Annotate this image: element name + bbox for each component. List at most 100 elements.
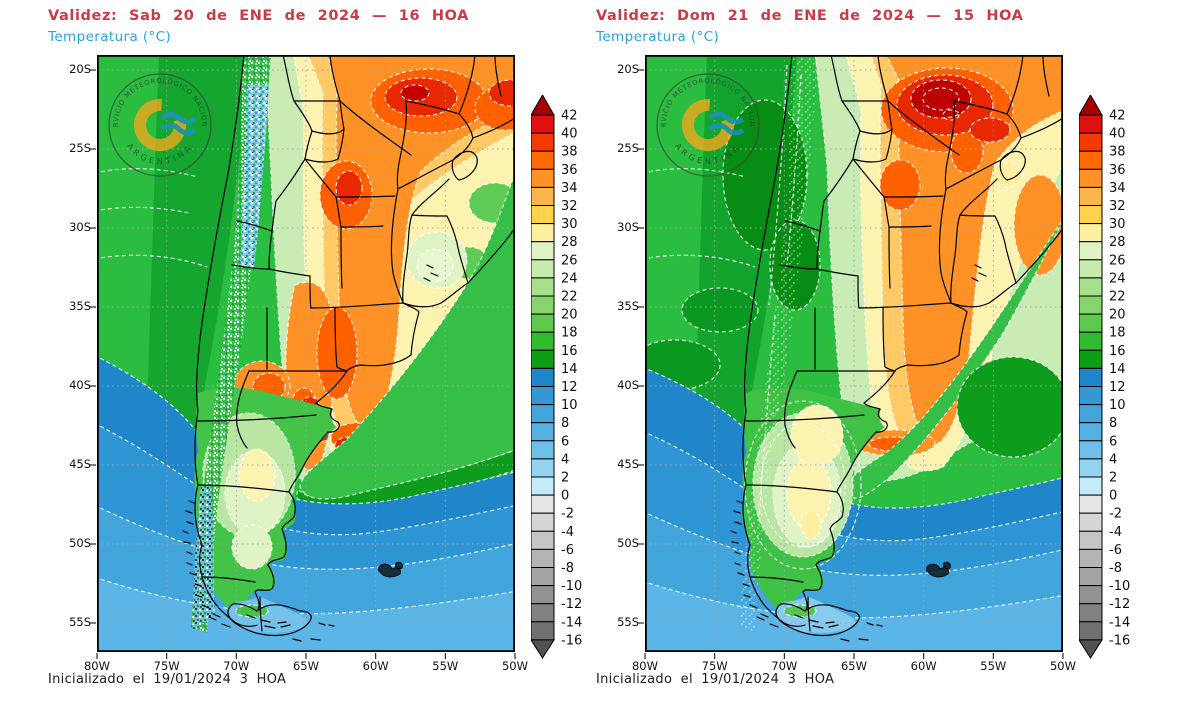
lat-tick-label: 50S (617, 536, 639, 550)
colorbar-label: -14 (1109, 615, 1130, 630)
temperature-map-svg: SERVICIO METEOROLÓGICO NACIONAL ARGENTIN… (90, 54, 516, 659)
colorbar-label: 28 (561, 235, 578, 250)
colorbar-label: 28 (1109, 235, 1126, 250)
colorbar-label: -16 (1109, 633, 1130, 648)
colorbar-arrow-bottom (530, 639, 555, 659)
colorbar-label: 14 (561, 362, 578, 377)
colorbar-label: -8 (1109, 561, 1122, 576)
lat-tick-label: 45S (69, 457, 91, 471)
colorbar-label: 10 (561, 398, 578, 413)
lon-tick-label: 65W (840, 659, 867, 673)
colorbar-label: 2 (561, 471, 569, 486)
colorbar-label: -2 (561, 507, 574, 522)
colorbar-cell (1078, 386, 1103, 406)
lon-tick-label: 60W (362, 659, 389, 673)
lat-tick-label: 20S (617, 62, 639, 76)
lon-tick-label: 55W (980, 659, 1007, 673)
colorbar-cell (1078, 585, 1103, 605)
lat-tick-label: 25S (617, 141, 639, 155)
smn-logo: SERVICIO METEOROLÓGICO NACIONAL ARGENTIN… (656, 73, 760, 177)
colorbar-cell (1078, 603, 1103, 623)
colorbar-label: 26 (1109, 253, 1126, 268)
colorbar-label: 30 (561, 217, 578, 232)
colorbar-label: 2 (1109, 471, 1117, 486)
validity-title: Validez: Sab 20 de ENE de 2024 — 16 HOA (48, 8, 469, 24)
colorbar-label: 36 (1109, 163, 1126, 178)
colorbar-label: 38 (1109, 145, 1126, 160)
colorbar-label: 34 (1109, 181, 1126, 196)
colorbar-label: -16 (561, 633, 582, 648)
colorbar-scale: 424038363432302826242220181614121086420-… (530, 93, 582, 659)
colorbar-label: 6 (561, 434, 569, 449)
colorbar-cell (1078, 168, 1103, 188)
colorbar-cell (1078, 313, 1103, 333)
temperature-colorbar: 42 40 38 36 34 32 30 28 26 24 22 20 18 16 14 12 10 8 6 4 2 0-… (1078, 93, 1157, 670)
colorbar-label: 36 (561, 163, 578, 178)
colorbar-label: 4 (1109, 452, 1117, 467)
lon-tick-label: 75W (701, 659, 728, 673)
lat-tick-label: 20S (69, 62, 91, 76)
colorbar-label: 20 (1109, 308, 1126, 323)
lat-tick-label: 35S (617, 299, 639, 313)
colorbar-label: 22 (1109, 290, 1126, 305)
lat-tick-label: 40S (69, 378, 91, 392)
colorbar-label: 14 (1109, 362, 1126, 377)
colorbar-cell (1078, 223, 1103, 243)
colorbar-cell (1078, 530, 1103, 550)
colorbar-label: 22 (561, 290, 578, 305)
colorbar-cell (1078, 349, 1103, 369)
colorbar-label: 24 (561, 271, 578, 286)
lon-tick-label: 75W (153, 659, 180, 673)
colorbar-cell (1078, 132, 1103, 152)
validity-title: Validez: Dom 21 de ENE de 2024 — 15 HOA (596, 8, 1024, 24)
lon-tick-label: 55W (432, 659, 459, 673)
colorbar-label: 18 (1109, 326, 1126, 341)
colorbar-cell (1078, 241, 1103, 261)
forecast-panel-saturday: Validez: Sab 20 de ENE de 2024 — 16 HOA … (48, 8, 582, 687)
colorbar-label: 42 (561, 109, 578, 124)
colorbar-cell (1078, 476, 1103, 496)
colorbar-label: -4 (1109, 525, 1122, 540)
colorbar-arrow-top (1078, 93, 1103, 116)
colorbar-label: 8 (561, 416, 569, 431)
lon-tick-label: 70W (771, 659, 798, 673)
colorbar-label: 16 (561, 344, 578, 359)
colorbar-label: -8 (561, 561, 574, 576)
colorbar-label: 40 (1109, 127, 1126, 142)
init-footer: Inicializado el 19/01/2024 3 HOA (596, 672, 835, 687)
colorbar-label: 30 (1109, 217, 1126, 232)
colorbar-label: 40 (561, 127, 578, 142)
colorbar-label: 32 (1109, 199, 1126, 214)
variable-subtitle: Temperatura (°C) (596, 29, 720, 45)
colorbar-label: 16 (1109, 344, 1126, 359)
colorbar-cell (1078, 295, 1103, 315)
temperature-colorbar: 42 40 38 36 34 32 30 28 26 24 22 20 18 16 14 12 10 8 6 4 2 0-… (530, 93, 609, 670)
colorbar-cell (1078, 548, 1103, 568)
colorbar-label: -12 (1109, 597, 1130, 612)
colorbar-label: 26 (561, 253, 578, 268)
colorbar-cell (1078, 331, 1103, 351)
lon-tick-label: 70W (223, 659, 250, 673)
lon-tick-label: 50W (501, 659, 528, 673)
colorbar-label: -10 (561, 579, 582, 594)
colorbar-cell (1078, 567, 1103, 587)
colorbar-label: 20 (561, 308, 578, 323)
colorbar-cell (1078, 512, 1103, 532)
lon-tick-label: 80W (83, 659, 110, 673)
lat-tick-label: 45S (617, 457, 639, 471)
lat-tick-label: 55S (69, 615, 91, 629)
colorbar-cell (1078, 259, 1103, 279)
colorbar-cell (1078, 440, 1103, 460)
colorbar-label: 24 (1109, 271, 1126, 286)
colorbar-label: -6 (561, 543, 574, 558)
colorbar-label: 34 (561, 181, 578, 196)
colorbar-label: 4 (561, 452, 569, 467)
colorbar-label: 18 (561, 326, 578, 341)
lon-tick-label: 80W (631, 659, 658, 673)
init-footer: Inicializado el 19/01/2024 3 HOA (48, 672, 287, 687)
colorbar-label: -14 (561, 615, 582, 630)
colorbar-label: -6 (1109, 543, 1122, 558)
colorbar-cell (1078, 494, 1103, 514)
colorbar-cell (1078, 404, 1103, 424)
colorbar-label: 42 (1109, 109, 1126, 124)
